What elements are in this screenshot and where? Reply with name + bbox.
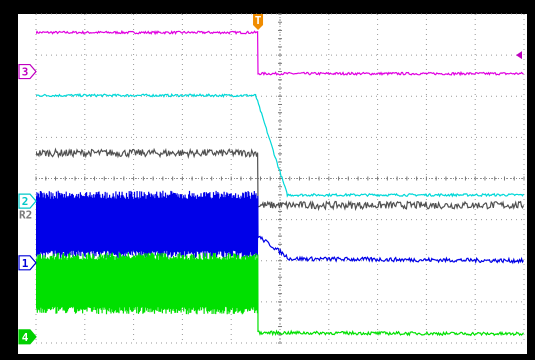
trace-ch4 (36, 252, 524, 337)
channel-marker-3 (18, 63, 37, 80)
channel-marker-label-1: 1 (22, 257, 29, 270)
trace-ch1 (36, 190, 524, 265)
trigger-position-marker (253, 14, 264, 30)
screen-border-right (527, 0, 535, 360)
trigger-label: T (255, 14, 262, 27)
trace-ch3 (36, 29, 524, 77)
screen-border-left (0, 0, 18, 360)
channel-marker-label-2: 2 (22, 195, 29, 208)
channel-marker-label-3: 3 (22, 66, 29, 79)
channel-marker-R2: R2 (19, 209, 32, 222)
channel-marker-label-4: 4 (22, 331, 29, 344)
channel-marker-1 (18, 255, 37, 271)
screen-border-top (0, 0, 535, 14)
channel-marker-2 (18, 193, 37, 209)
channel-marker-4 (18, 329, 37, 345)
screen-border-bottom (0, 354, 535, 360)
trigger-level-marker (516, 51, 522, 60)
trace-ch2 (36, 92, 524, 198)
trace-ref2 (36, 147, 524, 212)
